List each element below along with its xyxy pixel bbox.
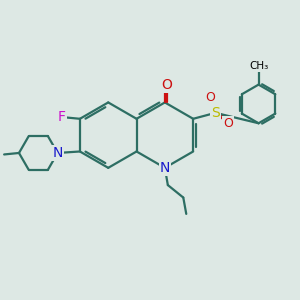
- Text: F: F: [58, 110, 65, 124]
- Text: O: O: [206, 91, 215, 103]
- Text: N: N: [52, 146, 63, 160]
- Text: O: O: [223, 117, 233, 130]
- Text: S: S: [211, 106, 220, 120]
- Text: O: O: [161, 78, 172, 92]
- Text: CH₃: CH₃: [249, 61, 268, 71]
- Text: N: N: [160, 161, 170, 175]
